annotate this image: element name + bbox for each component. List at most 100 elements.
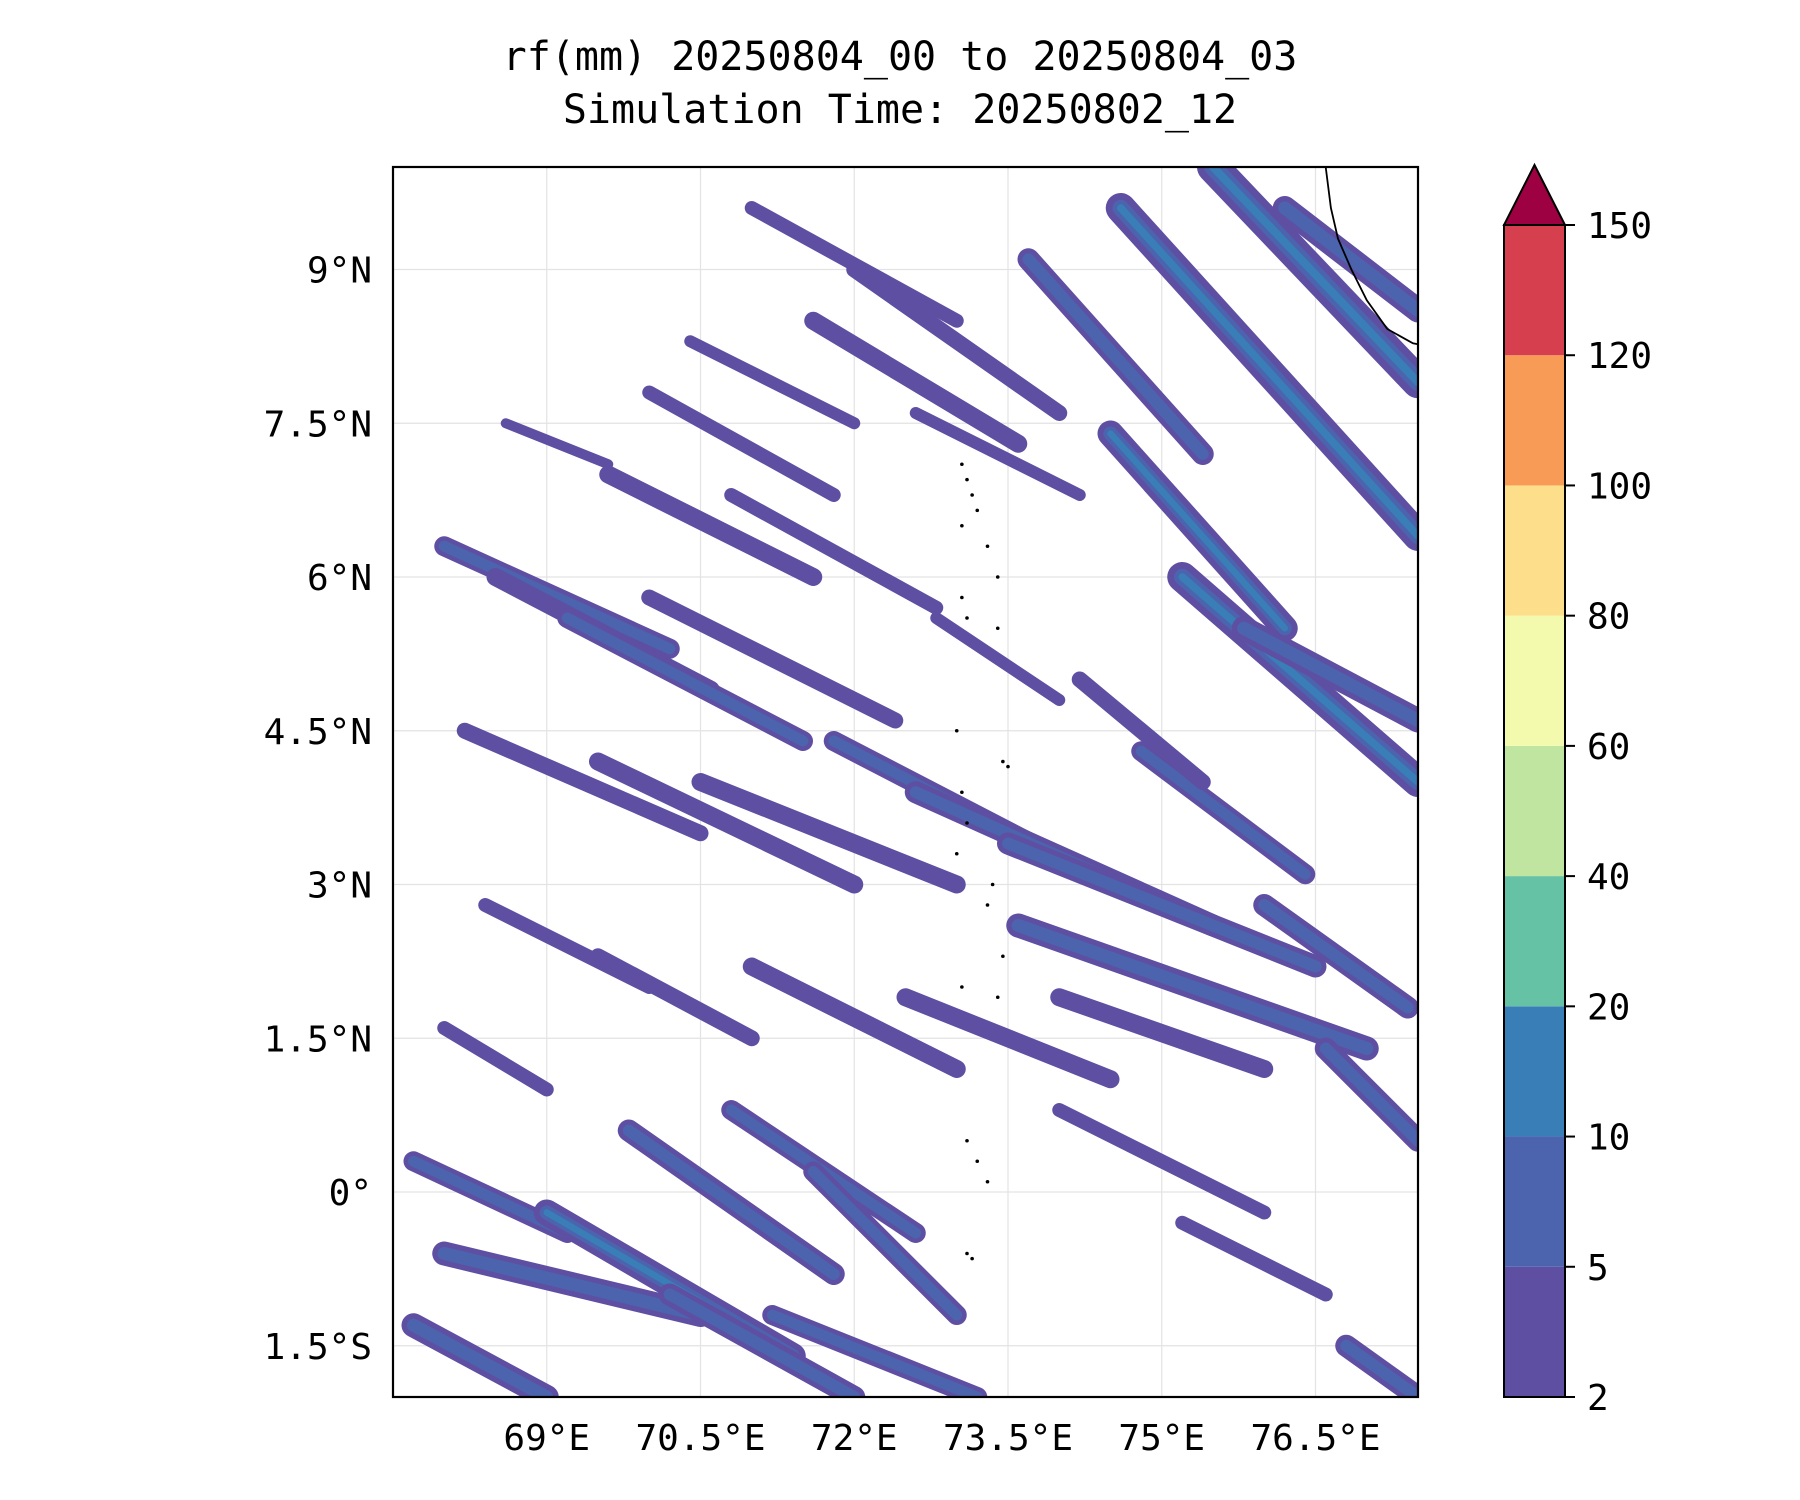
lon-tick-label: 73.5°E [943,1418,1073,1459]
rain-band-core [663,1288,861,1397]
rain-band [1175,1215,1333,1302]
rain-band [642,385,841,502]
rainfall-field [401,167,1418,1397]
rain-band [1050,988,1274,1078]
island-dot [1006,764,1010,769]
lat-tick-label: 1.5°N [264,1019,372,1060]
lat-tick-label: 0° [329,1173,372,1214]
island-dot [960,462,964,467]
rain-band-core [1022,253,1209,461]
lat-tick-label: 7.5°N [264,404,372,445]
island-dot [954,728,959,733]
rain-band-core [807,1166,963,1321]
colorbar-extend-triangle [1502,162,1567,226]
rain-band-core [1237,621,1418,728]
coastline [1324,167,1418,346]
colorbar-segment [1504,1136,1565,1267]
rain-band-peak [1178,573,1418,786]
rain-band-core [1319,1042,1418,1147]
island-dot [975,1159,980,1164]
colorbar-tick-label: 120 [1587,336,1652,377]
coastline-line [1324,167,1418,346]
rain-band [896,988,1120,1089]
island-dot [985,1179,990,1184]
colorbar-segment [1504,745,1565,877]
lon-tick-label: 69°E [503,1418,590,1459]
colorbar-segment [1504,1006,1565,1137]
rain-band [744,201,964,328]
rain-band [456,722,709,842]
figure-title-line2: Simulation Time: 20250802_12 [563,87,1237,133]
colorbar-tick-label: 100 [1587,466,1652,507]
colorbar-tick-label: 20 [1587,987,1630,1028]
colorbar-tick-label: 40 [1587,857,1630,898]
rain-band [691,773,966,894]
island-dot [990,882,995,887]
rain-band [500,418,614,470]
lon-tick-label: 70.5°E [635,1418,765,1459]
colorbar-tick-label: 2 [1587,1378,1609,1419]
rain-band-core [766,1309,983,1397]
island-dot [960,985,964,989]
figure-title-line1: rf(mm) 20250804_00 to 20250804_03 [503,34,1298,80]
rain-band-peak [1117,204,1418,540]
island-dot [1001,954,1005,959]
longitude-tick-labels: 69°E 70.5°E 72°E 73.5°E 75°E 76.5°E [503,1418,1380,1459]
island-dots [954,462,1010,1261]
island-dot [1001,759,1005,764]
rain-band [724,488,944,615]
island-dot [960,595,964,600]
island-dot [965,616,969,620]
rain-band-core [437,1246,708,1322]
colorbar-frame [1503,224,1566,1398]
rain-band [599,465,823,586]
colorbar-segment [1504,615,1565,746]
island-dot [975,508,980,513]
map-panel: 69°E 70.5°E 72°E 73.5°E 75°E 76.5°E 9°N 7.5°N 6… [264,165,1420,1459]
colorbar-tick-label: 5 [1587,1248,1609,1289]
island-dot [965,1251,969,1256]
island-dot [985,544,990,549]
rain-band-core [1258,898,1414,1014]
island-dot [985,903,990,907]
colorbar-tick-label: 60 [1587,727,1630,768]
colorbar: 2 5 10 20 40 60 80 100 120 150 [1502,162,1652,1419]
rain-band [930,612,1066,706]
rain-band [742,957,966,1078]
colorbar-tick-label: 10 [1587,1118,1630,1159]
rain-band-core [406,1318,554,1397]
colorbar-segments [1504,225,1565,1397]
island-dot [970,493,974,497]
rain-band-core [561,612,809,747]
lat-tick-label: 9°N [307,251,372,292]
island-dot [995,575,1000,579]
lon-tick-label: 76.5°E [1250,1418,1380,1459]
lat-tick-label: 3°N [307,866,372,907]
rain-band-core [1001,837,1322,973]
island-dot [995,995,1000,1000]
rain-band [589,752,864,894]
island-dot [970,1256,974,1261]
island-dot [995,626,1000,631]
rain-band-core [1278,201,1418,318]
island-dot [960,523,964,528]
island-dot [965,477,969,482]
latitude-tick-labels: 9°N 7.5°N 6°N 4.5°N 3°N 1.5°N 0° 1.5°S [264,251,372,1368]
colorbar-segment [1504,1266,1565,1397]
map-frame [391,165,1420,1399]
lon-tick-label: 75°E [1118,1418,1205,1459]
rain-band [684,335,861,430]
colorbar-tick-label: 150 [1587,206,1652,247]
rain-band-core [1011,918,1374,1056]
lat-tick-label: 1.5°S [264,1327,372,1368]
rain-band [437,1021,554,1097]
colorbar-segment [1504,876,1565,1007]
colorbar-segment [1504,225,1565,356]
rain-band [909,407,1086,501]
map-gridlines [393,167,1418,1397]
rain-band [1071,671,1211,790]
rain-band [846,261,1068,421]
colorbar-segment [1504,355,1565,486]
colorbar-ticks: 2 5 10 20 40 60 80 100 120 150 [1565,206,1652,1419]
